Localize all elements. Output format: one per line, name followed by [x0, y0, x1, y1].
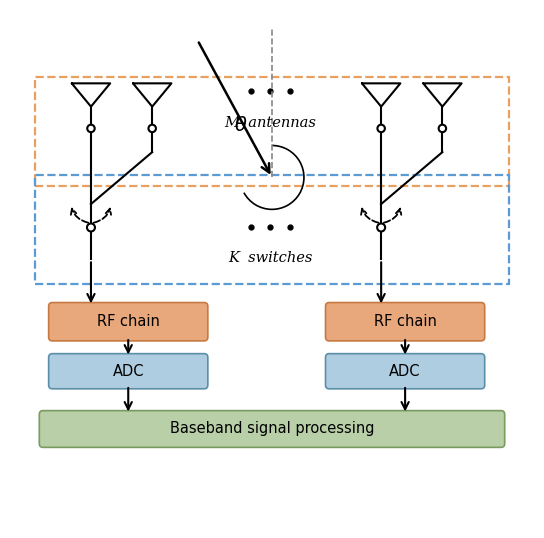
Text: ADC: ADC	[390, 364, 421, 379]
Circle shape	[378, 125, 385, 132]
Bar	[35, 77, 509, 187]
Circle shape	[377, 223, 385, 231]
FancyBboxPatch shape	[325, 302, 485, 341]
FancyBboxPatch shape	[48, 302, 208, 341]
Text: M  antennas: M antennas	[225, 116, 317, 130]
Bar	[35, 175, 509, 284]
Text: ADC: ADC	[113, 364, 144, 379]
Text: RF chain: RF chain	[374, 314, 436, 329]
Text: Baseband signal processing: Baseband signal processing	[170, 421, 374, 436]
Text: K  switches: K switches	[228, 251, 313, 265]
Circle shape	[87, 125, 95, 132]
Circle shape	[438, 125, 446, 132]
Circle shape	[149, 125, 156, 132]
FancyBboxPatch shape	[39, 410, 505, 448]
Text: RF chain: RF chain	[97, 314, 160, 329]
FancyBboxPatch shape	[48, 353, 208, 389]
Text: $\theta$: $\theta$	[234, 116, 248, 134]
FancyBboxPatch shape	[325, 353, 485, 389]
Circle shape	[87, 223, 95, 231]
